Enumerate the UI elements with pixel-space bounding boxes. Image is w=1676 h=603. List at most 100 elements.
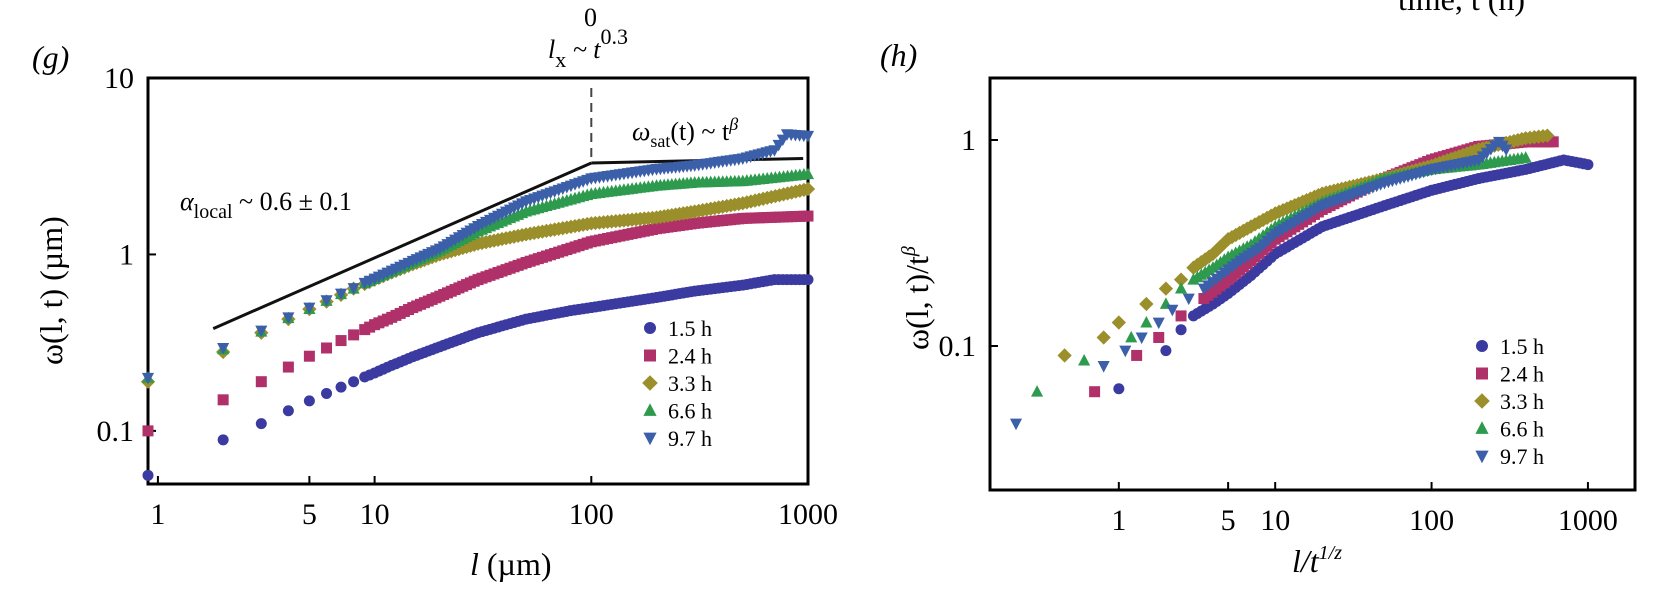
legend-marker bbox=[1474, 393, 1490, 409]
data-point bbox=[1158, 281, 1174, 296]
data-point bbox=[1578, 158, 1590, 170]
data-point bbox=[335, 381, 347, 393]
data-point bbox=[1119, 345, 1132, 358]
y-tick-label: 0.1 bbox=[939, 330, 977, 363]
data-point bbox=[1250, 245, 1263, 257]
data-point bbox=[334, 288, 348, 301]
data-point bbox=[255, 376, 267, 388]
x-tick-label: 1000 bbox=[778, 498, 838, 531]
data-point bbox=[581, 302, 593, 314]
x-tick-label: 1000 bbox=[1558, 504, 1618, 537]
panel-g-axes: 1 5 10 100 1000 0.1 1 10 bbox=[97, 62, 839, 531]
data-point bbox=[1125, 330, 1138, 343]
data-point bbox=[348, 329, 360, 341]
beta-superscript: β bbox=[728, 114, 738, 134]
data-point bbox=[1031, 385, 1044, 397]
data-point bbox=[347, 283, 360, 295]
panel-h-ylabel: ω(l, t)/tβ bbox=[898, 246, 935, 350]
series-1-5h bbox=[142, 274, 814, 481]
panel-h: (h) 1 5 10 100 1000 0.1 1 1.5 h 2.4 h3.3 h 6.6 h… bbox=[880, 37, 1637, 579]
x-tick-label: 100 bbox=[1409, 504, 1454, 537]
data-point bbox=[381, 313, 393, 325]
data-point bbox=[1131, 349, 1143, 361]
x-tick-label: 1 bbox=[150, 498, 165, 531]
data-point bbox=[282, 405, 294, 417]
series-9-7h bbox=[1009, 136, 1513, 431]
data-point bbox=[1089, 386, 1101, 398]
data-point bbox=[1468, 155, 1481, 168]
data-point bbox=[798, 210, 810, 222]
data-point bbox=[1312, 203, 1325, 215]
saturation-label: ωsat(t) ~ tβ bbox=[632, 114, 738, 151]
data-point bbox=[1175, 281, 1188, 294]
crossover-top-label: 0 bbox=[584, 3, 597, 32]
panel-h-xlabel: l/t1/z bbox=[1292, 542, 1342, 579]
data-point bbox=[402, 257, 415, 270]
panel-h-xlabel-main: l/t bbox=[1292, 543, 1320, 579]
data-point bbox=[1097, 361, 1110, 373]
series-1-5h bbox=[1113, 154, 1594, 395]
data-point bbox=[1209, 243, 1224, 258]
data-point bbox=[764, 146, 777, 158]
alpha-value: ~ 0.6 ± 0.1 bbox=[233, 187, 352, 216]
alpha-local-label: αlocal ~ 0.6 ± 0.1 bbox=[180, 187, 352, 223]
alpha-fit-line bbox=[212, 161, 592, 330]
data-point bbox=[1173, 272, 1189, 287]
x-tick-label: 100 bbox=[569, 498, 614, 531]
data-point bbox=[255, 418, 267, 430]
data-point bbox=[1230, 258, 1243, 271]
legend-label: 9.7 h bbox=[1500, 444, 1544, 469]
sat-subscript: sat bbox=[650, 131, 670, 151]
data-point bbox=[1166, 304, 1179, 317]
legend-marker bbox=[643, 432, 657, 446]
data-point bbox=[1139, 296, 1154, 312]
data-point bbox=[581, 174, 594, 187]
data-point bbox=[335, 335, 347, 347]
legend-label: 2.4 h bbox=[1500, 362, 1544, 387]
legend-label: 2.4 h bbox=[668, 344, 712, 369]
lx-superscript: 0.3 bbox=[601, 24, 629, 49]
data-point bbox=[1514, 132, 1529, 147]
data-point bbox=[142, 469, 154, 481]
data-point bbox=[217, 434, 229, 446]
legend-label: 1.5 h bbox=[1500, 334, 1544, 359]
panel-h-ylabel-sup: β bbox=[898, 246, 920, 257]
y-tick-label: 0.1 bbox=[97, 415, 135, 448]
data-point bbox=[1217, 235, 1232, 251]
omega-symbol: ω bbox=[632, 117, 650, 146]
data-point bbox=[1210, 273, 1223, 286]
data-point bbox=[646, 164, 659, 177]
series-2-4h bbox=[142, 210, 814, 437]
legend-marker bbox=[1476, 367, 1488, 380]
data-point bbox=[282, 312, 295, 324]
data-point bbox=[282, 361, 294, 373]
x-tick-label: 5 bbox=[1221, 504, 1236, 537]
data-point bbox=[797, 168, 810, 180]
data-point bbox=[142, 425, 154, 437]
data-point bbox=[255, 325, 268, 338]
data-point bbox=[141, 372, 155, 385]
data-point bbox=[1374, 179, 1387, 191]
data-point bbox=[1421, 165, 1434, 178]
data-point bbox=[1213, 239, 1228, 254]
data-point bbox=[516, 198, 529, 210]
data-point bbox=[1543, 136, 1555, 148]
x-tick-label: 1 bbox=[1111, 504, 1126, 537]
data-point bbox=[732, 154, 745, 166]
data-point bbox=[1554, 155, 1566, 167]
data-point bbox=[1201, 249, 1217, 264]
data-point bbox=[1203, 263, 1216, 276]
data-point bbox=[685, 218, 697, 230]
data-point bbox=[1175, 324, 1187, 336]
panel-h-label: (h) bbox=[880, 37, 917, 73]
panel-h-ylabel-main: ω(l, t)/t bbox=[899, 256, 935, 350]
panel-g-ylabel: ω(l, t) (µm) bbox=[33, 216, 69, 365]
panel-g-xlabel-var: l bbox=[470, 546, 479, 582]
x-tick-label: 10 bbox=[1260, 504, 1290, 537]
panel-h-frame bbox=[988, 76, 1637, 492]
data-point bbox=[1218, 290, 1230, 302]
data-point bbox=[430, 292, 442, 304]
data-point bbox=[1009, 418, 1023, 431]
y-tick-label: 1 bbox=[119, 238, 134, 271]
